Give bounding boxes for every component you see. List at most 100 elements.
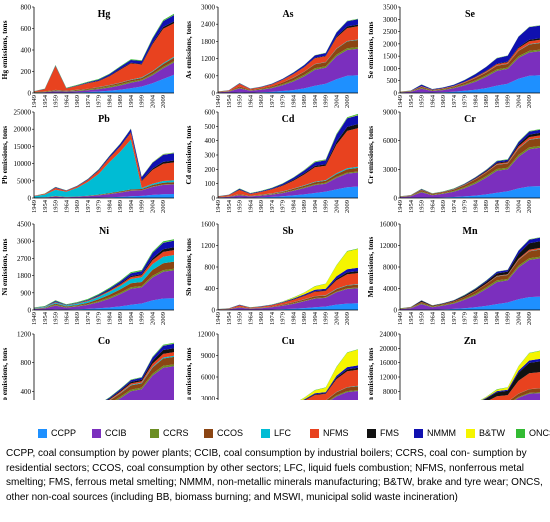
x-tick-label: 1964	[429, 199, 436, 213]
y-tick-label: 8000	[383, 388, 398, 396]
legend-label: NMMM	[427, 428, 456, 438]
x-tick-label: 1969	[74, 95, 81, 108]
y-tick-label: 1800	[17, 272, 32, 280]
x-tick-label: 1949	[31, 312, 38, 325]
x-tick-label: 1969	[440, 95, 447, 108]
x-tick-label: 1969	[440, 312, 447, 325]
legend-label: CCOS	[217, 428, 244, 438]
x-tick-label: 1949	[397, 312, 404, 325]
panel-title: Sb	[282, 226, 294, 237]
chart-panel-ni: 0 900 1800 2700 3600 4500 1949 1954 1959 1964 1969…	[0, 221, 174, 325]
legend-item-ccrs: CCRS	[150, 428, 189, 438]
x-tick-label: 1949	[31, 200, 38, 213]
x-tick-label: 1959	[419, 312, 426, 325]
figure-caption: CCPP, coal consumption by power plants; …	[6, 448, 543, 503]
x-tick-label: 1994	[128, 199, 135, 213]
x-tick-label: 1999	[505, 200, 512, 213]
area-ccos	[400, 138, 540, 197]
chart-panel-cd: 0 100 200 300 400 500 600 1949 1954 1959 1964 1969 1…	[184, 109, 358, 213]
x-tick-label: 1979	[280, 95, 287, 108]
x-tick-label: 1959	[237, 95, 244, 108]
area-ccpp	[218, 186, 358, 198]
area-nmmm	[400, 25, 540, 92]
y-tick-label: 0	[394, 307, 398, 315]
y-tick-label: 0	[28, 307, 32, 315]
panel-title: Ni	[99, 226, 109, 237]
y-tick-label: 800	[21, 359, 32, 367]
x-tick-label: 1964	[63, 199, 70, 213]
x-tick-label: 1959	[53, 200, 60, 213]
panel-title: Se	[465, 9, 476, 20]
area-fms	[400, 132, 540, 197]
x-tick-label: 1989	[117, 312, 124, 325]
chart-panel-cr: 0 3000 6000 9000 1949 1954 1959 1964 1969 1974 197…	[366, 109, 540, 213]
x-tick-label: 1974	[269, 311, 276, 325]
x-tick-label: 1984	[106, 94, 113, 108]
x-tick-label: 2004	[150, 94, 157, 108]
legend-swatch	[516, 428, 525, 438]
area-fms	[483, 361, 540, 400]
x-tick-label: 1984	[472, 94, 479, 108]
x-tick-label: 1979	[96, 312, 103, 325]
x-tick-label: 2004	[334, 311, 341, 325]
area-ccrs	[218, 47, 358, 93]
x-tick-label: 1949	[215, 200, 222, 213]
x-tick-label: 1949	[397, 95, 404, 108]
y-tick-label: 0	[28, 195, 32, 203]
y-tick-label: 5000	[17, 177, 32, 185]
x-tick-label: 1989	[301, 200, 308, 213]
x-tick-label: 1974	[269, 199, 276, 213]
y-axis-label: As emissions, tons	[184, 21, 193, 79]
panel-title: Hg	[98, 9, 111, 20]
y-tick-label: 0	[28, 90, 32, 98]
x-tick-label: 2009	[160, 312, 167, 325]
panel-title: Cu	[282, 336, 295, 347]
x-tick-label: 1954	[226, 94, 233, 108]
x-tick-label: 1964	[63, 311, 70, 325]
x-tick-label: 1999	[323, 312, 330, 325]
y-axis-label: Se emissions, tons	[366, 21, 375, 78]
area-lfc	[34, 255, 174, 309]
chart-panel-mn: 0 4000 8000 12000 16000 1949 1954 1959 1964 1969 1…	[366, 221, 540, 325]
x-tick-label: 1954	[226, 311, 233, 325]
y-tick-label: 16000	[380, 359, 398, 367]
area-b-tw	[300, 349, 358, 400]
area-ccrs	[329, 390, 358, 400]
area-ccib	[400, 51, 540, 93]
area-nmmm	[218, 115, 358, 197]
panel-title: Pb	[98, 114, 110, 125]
legend-item-oncs: ONCS	[516, 428, 550, 438]
area-ccos	[34, 261, 174, 309]
area-ccpp	[34, 298, 174, 310]
y-axis-label: Hg emissions, tons	[0, 20, 9, 79]
legend-swatch	[92, 428, 101, 438]
area-ccos	[110, 356, 174, 400]
area-ccib	[400, 147, 540, 198]
y-tick-label: 800	[21, 4, 32, 12]
area-ccrs	[115, 364, 174, 400]
x-tick-label: 1954	[408, 311, 415, 325]
area-ccos	[510, 388, 540, 400]
y-tick-label: 15000	[14, 143, 32, 151]
y-tick-label: 2500	[383, 28, 398, 36]
y-axis-label: Mn emissions, tons	[366, 237, 375, 298]
area-nfms	[305, 369, 358, 400]
y-tick-label: 1200	[201, 242, 216, 250]
x-tick-label: 1984	[290, 94, 297, 108]
area-ccrs	[34, 184, 174, 198]
x-tick-label: 1989	[301, 95, 308, 108]
area-ccrs	[400, 146, 540, 198]
y-tick-label: 2700	[17, 255, 32, 263]
area-nfms	[489, 372, 540, 400]
y-axis-label: Co emissions, tons	[0, 348, 9, 400]
x-tick-label: 1999	[323, 95, 330, 108]
x-tick-label: 1969	[258, 95, 265, 108]
legend-swatch	[204, 428, 213, 438]
x-tick-label: 1959	[237, 200, 244, 213]
y-axis-label: Cd emissions, tons	[184, 125, 193, 184]
area-ccpp	[34, 74, 174, 93]
x-tick-label: 2009	[160, 95, 167, 108]
x-tick-label: 1959	[53, 312, 60, 325]
x-tick-label: 1999	[505, 95, 512, 108]
